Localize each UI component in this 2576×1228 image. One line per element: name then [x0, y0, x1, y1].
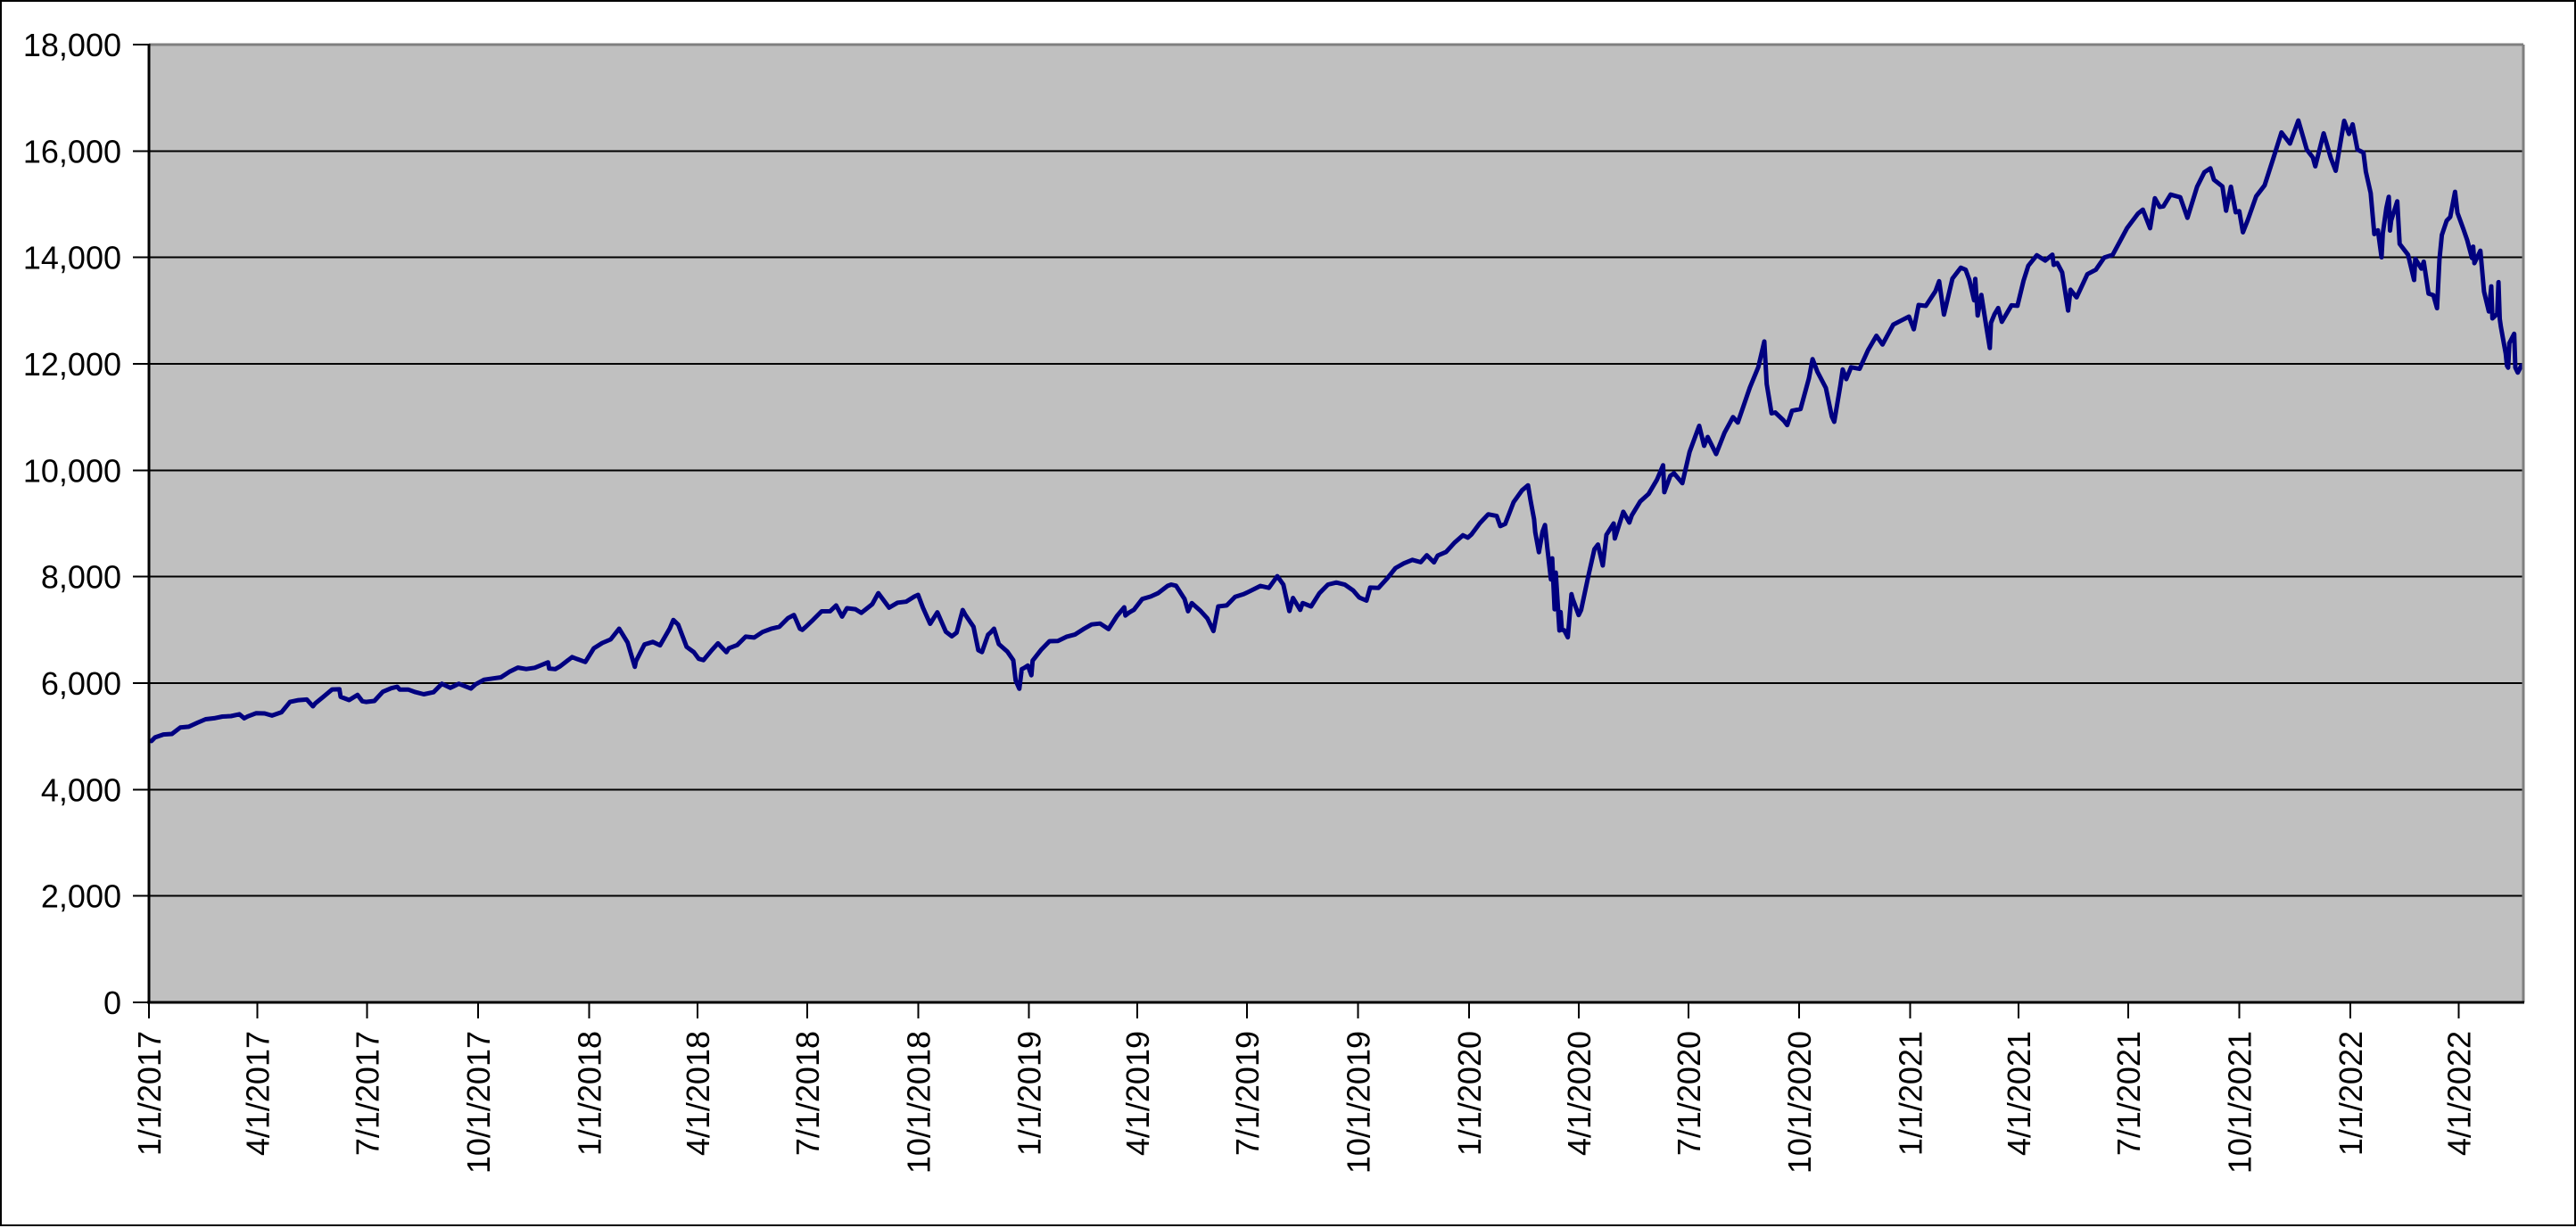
- x-axis-label: 4/1/2020: [1561, 1031, 1598, 1156]
- x-axis-label: 1/1/2020: [1451, 1031, 1488, 1156]
- x-axis-label: 10/1/2020: [1781, 1031, 1818, 1174]
- x-axis-label: 10/1/2021: [2222, 1031, 2258, 1174]
- x-axis-label: 4/1/2017: [240, 1031, 277, 1156]
- x-axis-label: 7/1/2021: [2110, 1031, 2147, 1156]
- x-axis-label: 1/1/2017: [131, 1031, 168, 1156]
- x-axis-label: 4/1/2022: [2441, 1031, 2478, 1156]
- x-axis-label: 10/1/2019: [1341, 1031, 1377, 1174]
- y-axis-label: 4,000: [41, 771, 121, 808]
- price-line: [149, 118, 2524, 744]
- x-axis-label: 7/1/2018: [789, 1031, 826, 1156]
- x-axis-label: 4/1/2021: [2001, 1031, 2037, 1156]
- x-axis-label: 7/1/2019: [1229, 1031, 1266, 1156]
- plot-area: [149, 45, 2523, 1002]
- y-axis-label: 0: [103, 985, 121, 1021]
- y-axis-label: 14,000: [23, 240, 121, 276]
- x-axis-label: 1/1/2018: [571, 1031, 607, 1156]
- x-axis-label: 7/1/2017: [350, 1031, 386, 1156]
- x-axis-label: 1/1/2019: [1011, 1031, 1048, 1156]
- y-axis-label: 2,000: [41, 878, 121, 915]
- y-axis-label: 8,000: [41, 559, 121, 596]
- x-axis-label: 4/1/2018: [680, 1031, 716, 1156]
- y-axis-label: 12,000: [23, 346, 121, 383]
- y-axis-label: 6,000: [41, 665, 121, 702]
- x-axis-label: 7/1/2020: [1671, 1031, 1707, 1156]
- y-axis-label: 18,000: [23, 27, 121, 63]
- x-axis-label: 10/1/2017: [460, 1031, 497, 1174]
- x-axis-label: 1/1/2021: [1893, 1031, 1929, 1156]
- y-axis-label: 16,000: [23, 133, 121, 169]
- x-axis-label: 1/1/2022: [2332, 1031, 2369, 1156]
- x-axis-label: 10/1/2018: [900, 1031, 937, 1174]
- x-axis-label: 4/1/2019: [1119, 1031, 1156, 1156]
- y-axis-label: 10,000: [23, 452, 121, 489]
